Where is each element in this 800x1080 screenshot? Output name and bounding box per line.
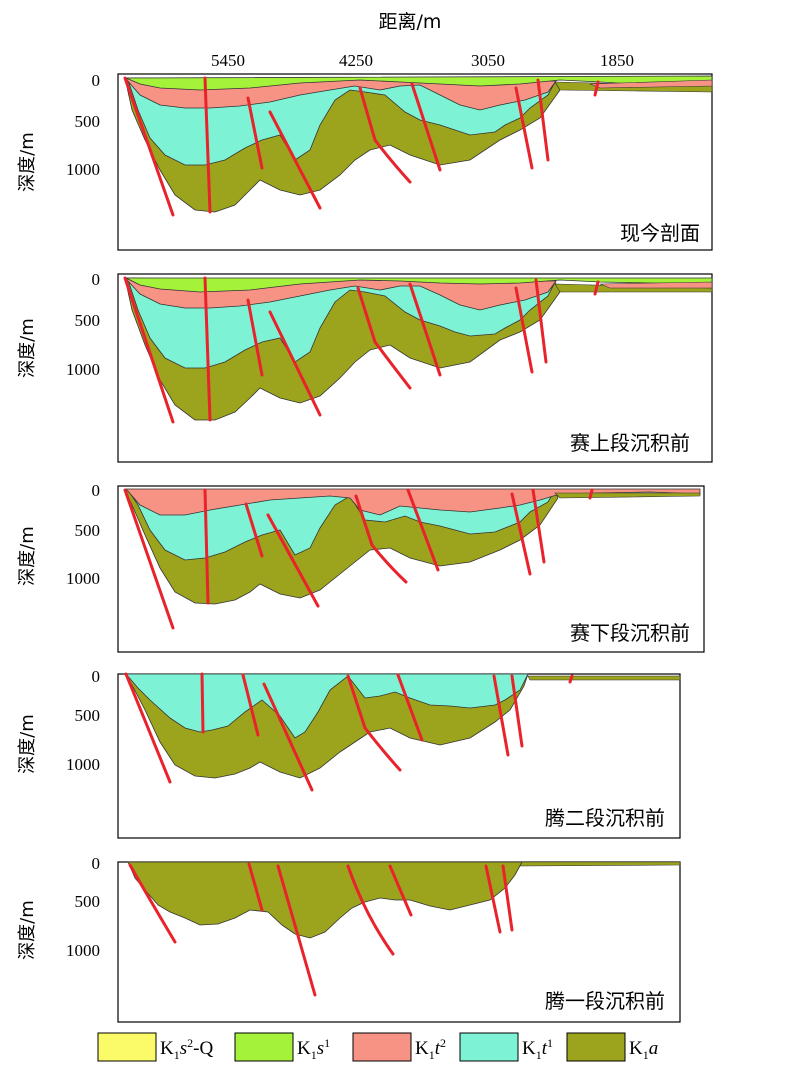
legend-swatch <box>97 1032 157 1062</box>
panel-label: 腾二段沉积前 <box>545 806 665 830</box>
legend-swatch <box>566 1032 626 1062</box>
panel-before-lower-sai: 深度/m 0 500 1000 赛下段沉积前 <box>17 481 705 653</box>
layer-k1a-platform <box>527 675 681 681</box>
y-tick: 500 <box>75 311 101 330</box>
faults <box>123 488 594 630</box>
legend-swatch <box>234 1032 294 1062</box>
layer-k1a <box>127 861 523 939</box>
panel-before-teng2: 深度/m 0 500 1000 腾二段沉积前 <box>17 667 681 839</box>
legend-swatch <box>459 1032 519 1062</box>
panel-before-teng1: 深度/m 0 500 1000 腾一段沉积前 <box>17 854 681 1023</box>
y-tick: 1000 <box>66 160 100 179</box>
y-tick: 1000 <box>66 569 100 588</box>
legend: K1s2-Q K1s1 K1t2 K1t1 K1a <box>97 1032 658 1062</box>
top-axis-tick: 1850 <box>600 51 634 70</box>
panel-label: 赛下段沉积前 <box>570 621 690 645</box>
faults <box>123 76 600 217</box>
layer-k1t1 <box>125 673 529 739</box>
panel-present-day: 深度/m 0 500 1000 现今剖面 <box>17 71 713 251</box>
y-tick: 1000 <box>66 941 100 960</box>
y-tick: 0 <box>92 854 101 873</box>
top-axis-title: 距离/m <box>379 11 442 33</box>
y-tick: 0 <box>92 71 101 90</box>
panel-label: 现今剖面 <box>620 221 700 245</box>
y-tick: 0 <box>92 481 101 500</box>
y-tick: 500 <box>75 112 101 131</box>
y-tick: 1000 <box>66 755 100 774</box>
legend-label: K1t2 <box>415 1036 446 1062</box>
panel-label: 腾一段沉积前 <box>545 989 665 1013</box>
y-tick: 0 <box>92 270 101 289</box>
panel-before-upper-sai: 深度/m 0 500 1000 赛上段沉积前 <box>17 270 713 463</box>
faults <box>123 276 600 424</box>
y-axis-label: 深度/m <box>17 526 38 586</box>
y-tick: 500 <box>75 706 101 725</box>
layer-k1t2-platform <box>599 281 713 289</box>
top-axis-tick: 4250 <box>339 51 373 70</box>
y-axis-label: 深度/m <box>17 714 38 774</box>
top-axis-tick: 5450 <box>211 51 245 70</box>
top-axis-tick: 3050 <box>471 51 505 70</box>
panel-label: 赛上段沉积前 <box>570 431 690 455</box>
y-tick: 500 <box>75 892 101 911</box>
legend-swatch <box>352 1032 412 1062</box>
y-tick: 0 <box>92 667 101 686</box>
faults <box>124 672 574 792</box>
y-tick: 500 <box>75 521 101 540</box>
legend-label: K1a <box>629 1038 658 1062</box>
legend-label: K1t1 <box>522 1036 553 1062</box>
y-axis-label: 深度/m <box>17 900 38 960</box>
legend-label: K1s2-Q <box>160 1036 213 1062</box>
y-axis-label: 深度/m <box>17 132 38 192</box>
legend-label: K1s1 <box>297 1036 330 1062</box>
faults <box>128 862 514 997</box>
layer-k1a-platform <box>519 861 681 867</box>
y-tick: 1000 <box>66 360 100 379</box>
y-axis-label: 深度/m <box>17 318 38 378</box>
